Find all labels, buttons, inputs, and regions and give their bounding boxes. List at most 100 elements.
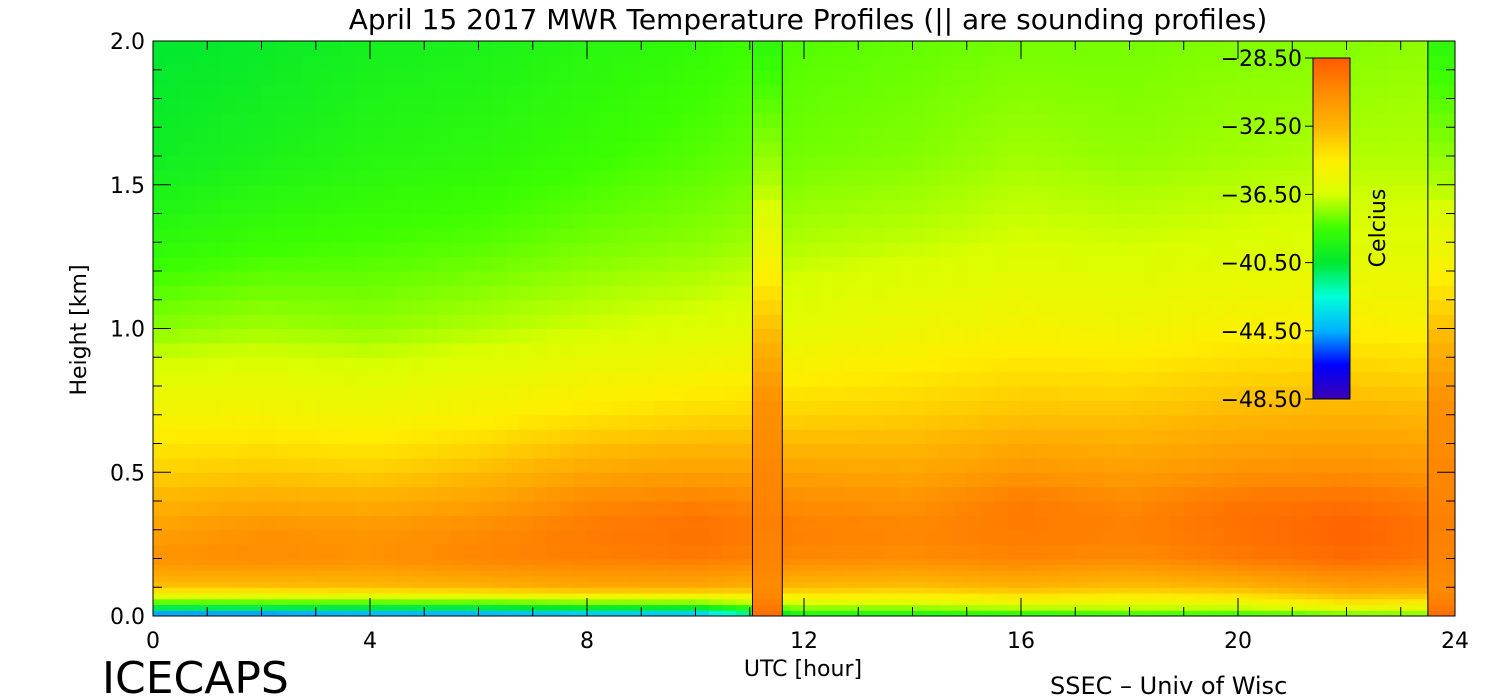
heat-cell: [356, 184, 371, 200]
heat-cell: [247, 271, 263, 286]
heat-cell: [1021, 443, 1036, 459]
heat-cell: [709, 141, 724, 157]
heat-cell: [1197, 575, 1212, 583]
heat-cell: [397, 184, 412, 200]
heat-cell: [153, 610, 168, 616]
heat-cell: [1007, 443, 1022, 459]
heat-cell: [1115, 443, 1131, 459]
heat-cell: [451, 371, 466, 387]
heat-cell: [1251, 55, 1266, 71]
heat-cell: [1251, 400, 1266, 416]
heat-cell: [844, 400, 859, 416]
heat-cell: [898, 575, 914, 583]
heat-cell: [234, 486, 249, 502]
heat-cell: [180, 604, 195, 611]
heat-cell: [532, 575, 547, 583]
heat-cell: [912, 271, 927, 286]
heat-cell: [1238, 156, 1253, 171]
sounding-cell: [1427, 610, 1455, 616]
heat-cell: [180, 570, 195, 577]
heat-cell: [492, 593, 507, 600]
heat-cell: [397, 457, 412, 473]
heat-cell: [153, 156, 168, 171]
heat-cell: [464, 41, 480, 56]
heat-cell: [1224, 575, 1239, 583]
heat-cell: [410, 564, 425, 571]
heat-cell: [1156, 575, 1171, 583]
heat-cell: [1061, 581, 1076, 588]
heat-cell: [410, 328, 425, 344]
heat-cell: [858, 242, 873, 258]
heat-cell: [614, 256, 629, 272]
heat-cell: [315, 472, 330, 488]
heat-cell: [1034, 342, 1049, 358]
heat-cell: [546, 501, 561, 516]
heat-cell: [559, 41, 575, 56]
heat-cell: [722, 598, 737, 606]
heat-cell: [153, 41, 168, 56]
heat-cell: [1210, 515, 1226, 531]
heat-cell: [1265, 581, 1280, 588]
heat-cell: [1319, 457, 1334, 473]
heat-cell: [668, 575, 683, 583]
heat-cell: [668, 285, 683, 301]
heat-cell: [478, 558, 493, 565]
heat-cell: [926, 141, 941, 157]
heat-cell: [207, 564, 222, 571]
heat-cell: [397, 386, 412, 401]
heat-cell: [451, 400, 466, 416]
heat-cell: [1278, 486, 1293, 502]
heat-cell: [370, 184, 385, 200]
heat-cell: [1075, 227, 1090, 243]
heat-cell: [1170, 213, 1185, 229]
heat-cell: [844, 593, 859, 600]
heat-cell: [736, 544, 751, 560]
heat-cell: [383, 285, 398, 301]
heat-cell: [329, 515, 344, 531]
heat-cell: [1197, 400, 1212, 416]
heat-cell: [1088, 544, 1103, 560]
heat-cell: [885, 593, 900, 600]
heat-cell: [180, 564, 195, 571]
heat-cell: [573, 213, 588, 229]
heat-cell: [858, 41, 873, 56]
heat-cell: [844, 285, 859, 301]
heat-cell: [1156, 587, 1171, 594]
heat-cell: [492, 199, 507, 215]
heat-cell: [464, 429, 480, 445]
heat-cell: [505, 501, 520, 516]
heat-cell: [315, 69, 330, 85]
heat-cell: [247, 414, 263, 430]
heat-cell: [600, 472, 615, 488]
heat-cell: [1021, 587, 1036, 594]
heat-cell: [1129, 544, 1144, 560]
heat-cell: [1210, 570, 1226, 577]
heat-cell: [1021, 227, 1036, 243]
heat-cell: [1143, 55, 1158, 71]
heat-cell: [1115, 400, 1131, 416]
heat-cell: [1319, 544, 1334, 560]
heat-cell: [1021, 515, 1036, 531]
heat-cell: [1007, 604, 1022, 611]
heat-cell: [1048, 127, 1063, 143]
heat-cell: [1400, 558, 1415, 565]
heat-cell: [993, 570, 1009, 577]
heat-cell: [939, 314, 954, 330]
heat-cell: [1115, 98, 1131, 114]
heat-cell: [1400, 314, 1415, 330]
heat-cell: [817, 581, 832, 588]
heat-cell: [980, 581, 995, 588]
heat-cell: [356, 256, 371, 272]
heat-cell: [614, 529, 629, 545]
heat-cell: [844, 342, 859, 358]
heat-cell: [478, 501, 493, 516]
heat-cell: [1007, 575, 1022, 583]
heat-cell: [1346, 429, 1361, 445]
heat-cell: [926, 55, 941, 71]
heat-cell: [1170, 529, 1185, 545]
heat-cell: [275, 598, 290, 606]
heat-cell: [1414, 587, 1429, 594]
heat-cell: [329, 544, 344, 560]
heat-cell: [1251, 501, 1266, 516]
heat-cell: [953, 170, 968, 186]
